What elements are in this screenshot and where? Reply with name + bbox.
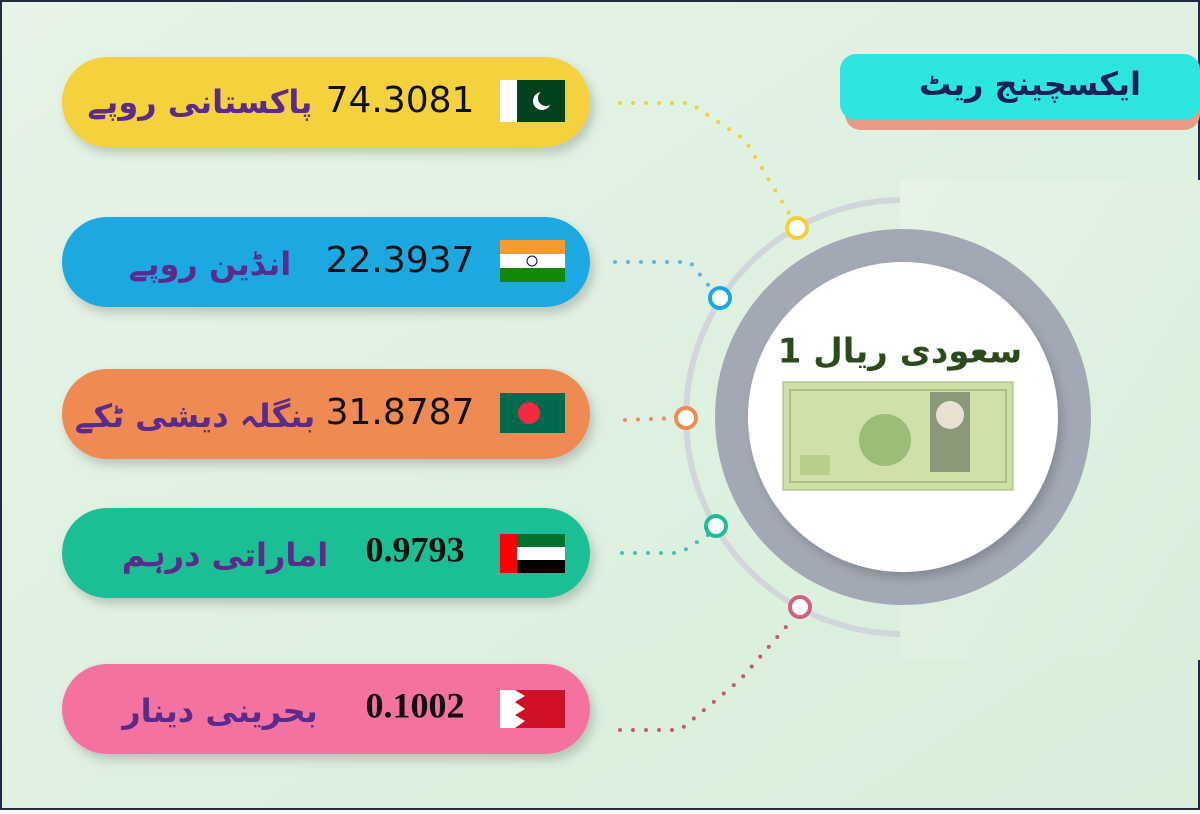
currency-name: انڈین روپے bbox=[129, 245, 292, 283]
rate: 0.1002 bbox=[366, 685, 465, 725]
row: بحرینی دینار 0.1002 bbox=[62, 664, 590, 754]
currency-name: اماراتی درہم bbox=[122, 536, 328, 574]
rate: 22.3937 bbox=[326, 240, 475, 281]
flag bbox=[500, 534, 565, 573]
pill bbox=[62, 508, 590, 598]
connector bbox=[618, 101, 792, 217]
flag bbox=[500, 690, 565, 728]
base-label: 1 سعودی ریال bbox=[778, 332, 1023, 372]
flag bbox=[500, 240, 565, 282]
pill bbox=[62, 664, 590, 754]
currency-name: بحرینی دینار bbox=[120, 692, 318, 730]
flag bbox=[500, 80, 565, 122]
banknote bbox=[782, 381, 1014, 491]
node bbox=[704, 514, 728, 538]
node bbox=[708, 286, 732, 310]
currency-name: بنگلہ دیشی ٹکے bbox=[75, 397, 316, 435]
currency-name: پاکستانی روپے bbox=[88, 83, 313, 121]
pill bbox=[62, 217, 590, 307]
row: انڈین روپے 22.3937 bbox=[62, 217, 590, 307]
rate: 31.8787 bbox=[326, 392, 475, 433]
node bbox=[788, 595, 812, 619]
pill bbox=[62, 369, 590, 459]
node bbox=[674, 406, 698, 430]
rate: 74.3081 bbox=[326, 80, 475, 121]
row: اماراتی درہم 0.9793 bbox=[62, 508, 590, 598]
row: پاکستانی روپے 74.3081 bbox=[62, 57, 590, 147]
connector bbox=[613, 260, 714, 292]
title: ایکسچینج ریٹ bbox=[919, 65, 1141, 103]
node bbox=[785, 216, 809, 240]
connector bbox=[623, 416, 678, 422]
row: بنگلہ دیشی ٹکے 31.8787 bbox=[62, 369, 590, 459]
rate: 0.9793 bbox=[366, 529, 465, 569]
flag bbox=[500, 393, 565, 433]
title-box bbox=[840, 54, 1200, 120]
pill bbox=[62, 57, 590, 147]
